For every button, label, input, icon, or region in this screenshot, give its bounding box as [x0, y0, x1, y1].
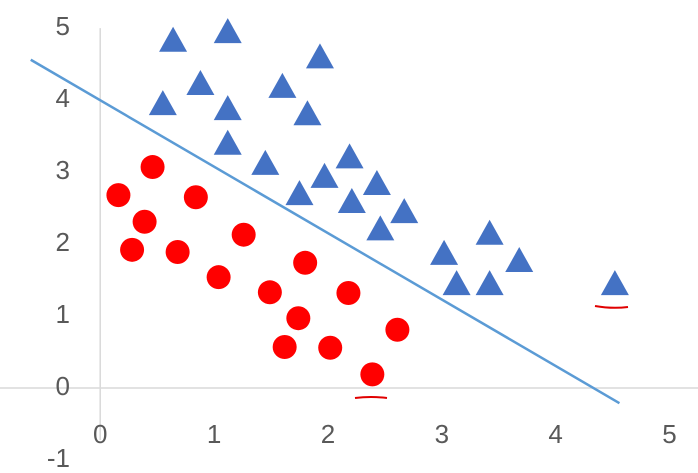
- triangle-point: [335, 143, 364, 169]
- y-tick-label: 3: [56, 155, 70, 185]
- circle-point: [183, 185, 208, 210]
- circle-point: [318, 335, 343, 360]
- y-tick-label: 5: [56, 11, 70, 41]
- axes: -1 0 1 2 3 4 5 0 1 2 3 4 5: [0, 11, 698, 473]
- triangle-point: [366, 215, 395, 241]
- circle-point: [132, 209, 157, 234]
- triangle-point: [186, 69, 215, 95]
- circle-point: [336, 281, 361, 306]
- triangle-point: [310, 162, 339, 188]
- x-tick-label: 4: [548, 419, 562, 449]
- circle-point: [120, 237, 145, 262]
- triangle-point: [475, 270, 504, 296]
- triangle-point: [430, 239, 459, 265]
- circle-point: [140, 155, 165, 180]
- marks: [30, 18, 629, 405]
- triangle-point: [213, 95, 242, 121]
- circle-point: [272, 335, 297, 360]
- y-tick-label: 4: [56, 83, 70, 113]
- circle-point: [385, 317, 410, 342]
- triangle-point: [305, 43, 334, 69]
- triangle-point: [505, 247, 534, 273]
- y-tick-label: -1: [47, 443, 70, 473]
- triangle-point: [213, 18, 242, 44]
- triangle-point: [251, 149, 280, 175]
- x-tick-label: 3: [435, 419, 449, 449]
- triangle-point: [600, 270, 629, 296]
- circle-point: [360, 362, 385, 387]
- triangle-point: [475, 219, 504, 245]
- triangle-point: [293, 100, 322, 126]
- triangle-point: [148, 90, 177, 116]
- triangle-point: [442, 270, 471, 296]
- triangle-point: [390, 198, 419, 224]
- triangle-point: [159, 26, 188, 52]
- circle-point: [206, 265, 231, 290]
- x-tick-label: 1: [207, 419, 221, 449]
- circle-point: [165, 239, 190, 264]
- y-tick-label: 1: [56, 299, 70, 329]
- circle-point: [231, 222, 256, 247]
- annotation-underline: [354, 396, 388, 399]
- triangle-point: [337, 188, 366, 214]
- circle-point: [257, 280, 282, 305]
- y-tick-label: 0: [56, 371, 70, 401]
- circle-point: [293, 250, 318, 275]
- circle-point: [106, 183, 131, 208]
- x-tick-label: 0: [93, 419, 107, 449]
- y-tick-label: 2: [56, 227, 70, 257]
- x-tick-label: 2: [321, 419, 335, 449]
- x-tick-label: 5: [662, 419, 676, 449]
- triangle-point: [213, 129, 242, 155]
- triangle-point: [362, 170, 391, 196]
- annotation-underline: [594, 305, 629, 309]
- triangle-point: [285, 180, 314, 206]
- circle-point: [286, 306, 311, 331]
- triangle-point: [268, 72, 297, 98]
- decision-line: [30, 58, 621, 405]
